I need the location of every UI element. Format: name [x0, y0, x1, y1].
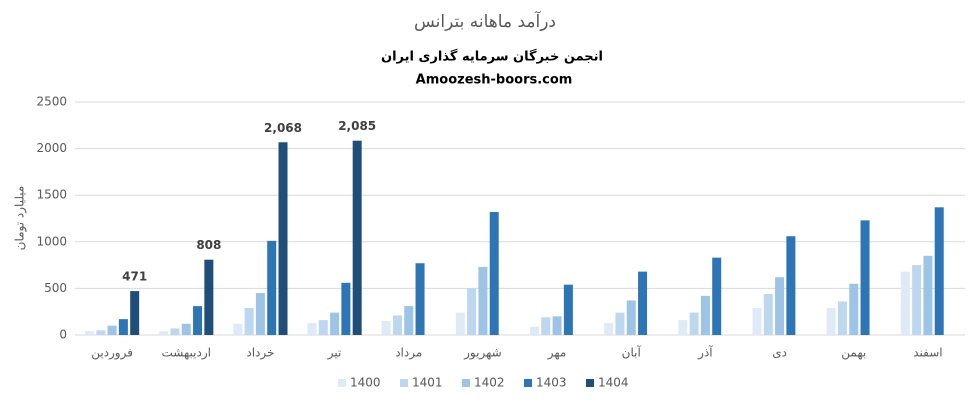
bar	[118, 319, 128, 335]
bar	[455, 312, 465, 335]
x-tick-label: مرداد	[395, 346, 422, 361]
bar	[233, 323, 243, 335]
bar	[786, 236, 796, 335]
bar	[318, 320, 328, 335]
y-tick-label: 2500	[36, 95, 67, 109]
bar	[775, 277, 785, 335]
bar	[604, 322, 614, 335]
bar	[900, 271, 910, 335]
bar	[352, 140, 362, 335]
bar	[638, 271, 648, 335]
y-tick-label: 2000	[36, 141, 67, 155]
bar	[923, 255, 933, 335]
bar	[826, 307, 836, 335]
bar	[689, 312, 699, 335]
bar	[552, 316, 562, 335]
bar	[181, 323, 191, 335]
bar	[267, 240, 277, 335]
data-label: 2,085	[338, 119, 376, 133]
bar	[415, 263, 425, 335]
bar	[244, 307, 254, 335]
data-label: 2,068	[264, 121, 302, 135]
x-tick-label: فروردین	[91, 346, 133, 361]
bar	[615, 312, 625, 335]
bar	[912, 265, 922, 335]
bar	[529, 326, 539, 335]
x-tick-label: آبان	[622, 345, 642, 360]
y-tick-label: 1000	[36, 234, 67, 248]
x-tick-label: دی	[772, 346, 787, 360]
y-tick-label: 500	[44, 281, 67, 295]
bar	[307, 322, 317, 335]
x-tick-label: شهریور	[463, 346, 502, 361]
chart-title: درآمد ماهانه بترانس	[414, 10, 556, 32]
x-tick-label: اردیبهشت	[162, 346, 211, 361]
bar	[563, 284, 573, 335]
x-tick-label: خرداد	[246, 346, 274, 361]
bar	[489, 211, 499, 335]
legend-label: 1401	[412, 376, 443, 390]
bar	[96, 330, 106, 335]
bar	[84, 331, 94, 335]
y-tick-label: 0	[59, 328, 67, 342]
x-tick-label: اسفند	[913, 346, 942, 360]
y-axis-title: میلیارد تومان	[13, 186, 28, 251]
legend-label: 1404	[598, 376, 629, 390]
bar	[837, 301, 847, 335]
bar	[381, 321, 391, 335]
bar	[700, 295, 710, 335]
bar	[278, 142, 288, 335]
legend-swatch	[462, 379, 470, 387]
bar	[478, 266, 488, 335]
bar	[330, 312, 340, 335]
bar	[107, 325, 117, 335]
legend-label: 1400	[350, 376, 381, 390]
bar	[130, 291, 140, 335]
bar	[467, 288, 477, 335]
x-tick-label: مهر	[547, 346, 567, 361]
chart-source: Amoozesh-boors.com	[416, 73, 573, 88]
bar	[934, 207, 944, 335]
bar	[392, 315, 402, 335]
bar	[763, 293, 773, 335]
y-tick-label: 1500	[36, 188, 67, 202]
data-label: 471	[122, 270, 147, 284]
legend-label: 1402	[474, 376, 505, 390]
x-tick-label: بهمن	[841, 346, 866, 361]
legend-swatch	[400, 379, 408, 387]
bar	[678, 320, 688, 335]
x-tick-label: آذر	[697, 345, 713, 361]
bar	[341, 282, 351, 335]
data-label: 808	[196, 238, 221, 252]
bar	[255, 293, 265, 335]
x-tick-label: تیر	[327, 346, 342, 361]
bar	[860, 220, 870, 335]
chart-subtitle: انجمن خبرگان سرمایه گذاری ایران	[381, 49, 603, 65]
bar	[204, 259, 214, 335]
bar	[849, 283, 859, 335]
bar	[752, 307, 762, 335]
bar	[170, 328, 180, 335]
legend-label: 1403	[536, 376, 567, 390]
legend-swatch	[586, 379, 594, 387]
bar	[712, 257, 722, 335]
bar	[404, 306, 414, 335]
bar	[626, 300, 636, 335]
legend-swatch	[338, 379, 346, 387]
bar	[193, 306, 203, 335]
legend-swatch	[524, 379, 532, 387]
bar	[159, 331, 169, 335]
bar	[541, 317, 551, 335]
